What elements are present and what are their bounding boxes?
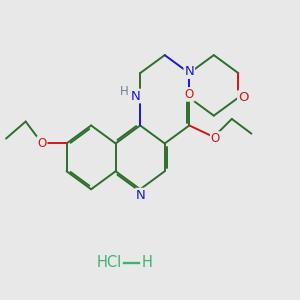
Text: N: N — [130, 89, 140, 103]
Text: N: N — [184, 65, 194, 78]
Text: H: H — [141, 255, 152, 270]
Text: O: O — [238, 91, 248, 104]
Text: N: N — [136, 189, 146, 202]
Text: HCl: HCl — [97, 255, 122, 270]
Text: H: H — [120, 85, 129, 98]
Text: O: O — [211, 132, 220, 145]
Text: O: O — [38, 137, 47, 150]
Text: O: O — [184, 88, 194, 101]
